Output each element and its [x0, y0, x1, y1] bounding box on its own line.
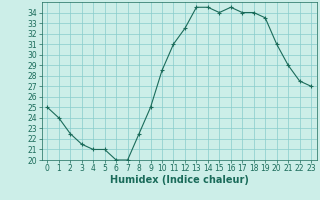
X-axis label: Humidex (Indice chaleur): Humidex (Indice chaleur): [110, 175, 249, 185]
